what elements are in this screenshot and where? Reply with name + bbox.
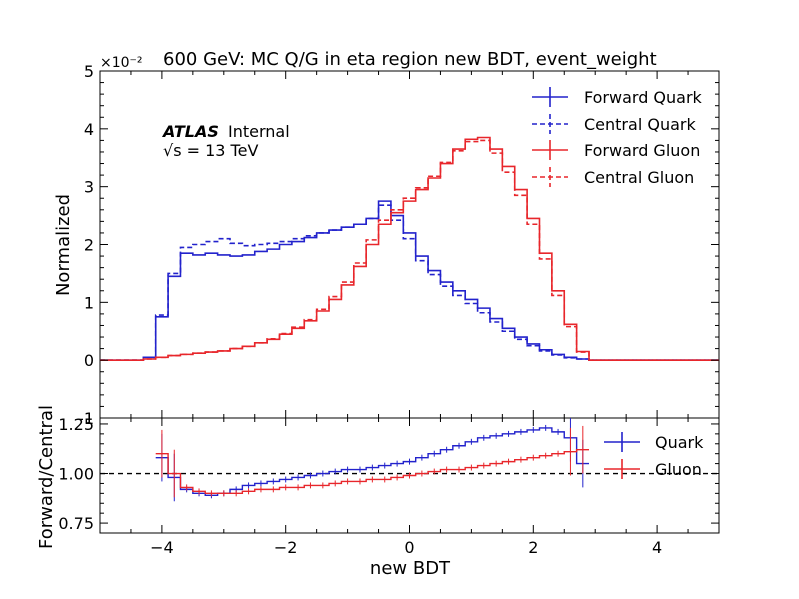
legend-label-gluon: Gluon: [655, 460, 702, 479]
ratio-y-axis-label: Forward/Central: [36, 405, 57, 549]
x-tick-label: −4: [150, 538, 174, 557]
legend-entry-central-quark: Central Quark: [532, 114, 696, 134]
ratio-y-tick-label: 1.25: [58, 415, 94, 434]
energy-label: √s = 13 TeV: [163, 141, 258, 160]
main-y-tick-label: 0: [84, 351, 94, 370]
legend-entry-forward-quark: Forward Quark: [532, 87, 703, 107]
main-y-axis-label: Normalized: [53, 194, 74, 296]
legend-label-quark: Quark: [655, 433, 704, 452]
legend-label-forward-gluon: Forward Gluon: [584, 141, 700, 160]
legend-entry-central-gluon: Central Gluon: [532, 167, 694, 187]
legend-label-central-quark: Central Quark: [584, 115, 696, 134]
legend-entry-quark: Quark: [604, 432, 704, 452]
main-y-tick-label: 4: [84, 120, 94, 139]
main-y-tick-label: -1: [78, 409, 94, 428]
main-legend: Forward Quark Central Quark Forward Gluo…: [532, 87, 703, 187]
x-axis-label: new BDT: [370, 558, 451, 579]
ratio-legend: Quark Gluon: [604, 432, 704, 479]
x-tick-label: −2: [274, 538, 298, 557]
atlas-status: Internal: [228, 122, 290, 141]
atlas-label: ATLAS: [161, 122, 219, 141]
ratio-y-tick-label: 1.00: [58, 465, 94, 484]
series-line-central-gluon: [100, 139, 719, 361]
legend-entry-gluon: Gluon: [604, 459, 702, 479]
ratio-axis-ticks: −4 −2 0 2 4 0.75 1.00 1.25: [58, 415, 720, 557]
x-tick-label: 0: [404, 538, 414, 557]
x-tick-label: 4: [652, 538, 662, 557]
chart-title: 600 GeV: MC Q/G in eta region new BDT, e…: [163, 49, 657, 70]
axis-multiplier: ×10⁻²: [100, 55, 143, 71]
main-axis-ticks: -1 0 1 2 3 4 5: [78, 62, 720, 428]
main-y-tick-label: 1: [84, 293, 94, 312]
main-y-tick-label: 3: [84, 178, 94, 197]
ratio-line-gluon: [155, 449, 590, 495]
main-plot-marks: [100, 136, 719, 361]
ratio-line-quark: [155, 427, 590, 497]
series-line-central-quark: [100, 204, 719, 361]
legend-entry-forward-gluon: Forward Gluon: [532, 140, 700, 160]
main-y-tick-label: 2: [84, 236, 94, 255]
ratio-plot-marks: [100, 418, 719, 502]
legend-label-forward-quark: Forward Quark: [584, 88, 703, 107]
legend-label-central-gluon: Central Gluon: [584, 168, 694, 187]
main-y-tick-label: 5: [84, 62, 94, 81]
x-tick-label: 2: [528, 538, 538, 557]
ratio-y-tick-label: 0.75: [58, 514, 94, 533]
series-line-forward-quark: [100, 200, 719, 361]
